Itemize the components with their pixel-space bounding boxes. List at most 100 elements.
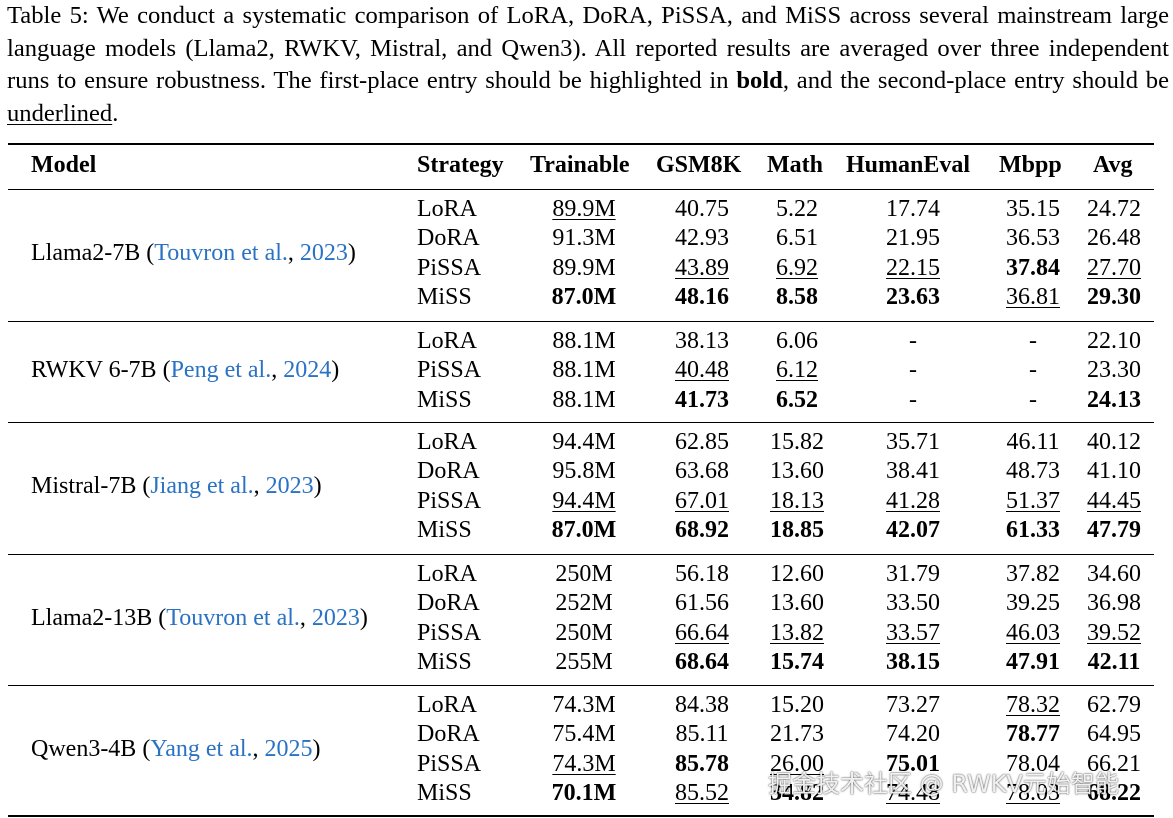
model-label: RWKV 6-7B ( xyxy=(31,357,171,384)
group-separator-rule xyxy=(8,422,1154,423)
model-name: Mistral-7B (Jiang et al., 2023) xyxy=(31,472,322,501)
header-humaneval: HumanEval xyxy=(846,152,971,178)
citation-author-link[interactable]: Yang et al. xyxy=(150,736,253,763)
citation-author-link[interactable]: Touvron et al. xyxy=(166,605,300,632)
cell-math: 18.13 xyxy=(770,487,824,514)
citation-author-link[interactable]: Peng et al. xyxy=(170,357,272,384)
caption-text-middle: , and the second-place entry should be xyxy=(782,67,1169,94)
cell-humaneval: - xyxy=(909,328,917,354)
citation-year-link[interactable]: 2023 xyxy=(299,240,348,267)
cell-trainable: 95.8M xyxy=(552,458,616,485)
cell-avg: 47.79 xyxy=(1087,516,1141,543)
cell-gsm8k: 68.92 xyxy=(675,516,729,543)
header-strategy: Strategy xyxy=(417,152,504,178)
cell-mbpp: - xyxy=(1029,357,1037,384)
cell-strategy: LoRA xyxy=(417,196,477,222)
citation-author-link[interactable]: Jiang et al. xyxy=(150,473,254,500)
cell-trainable: 250M xyxy=(555,561,613,587)
cell-mbpp: 36.81 xyxy=(1006,283,1060,310)
cell-trainable: 91.3M xyxy=(552,225,616,252)
cell-humaneval: 42.07 xyxy=(886,516,940,543)
cell-math: 15.20 xyxy=(770,692,824,718)
cell-math: 26.00 xyxy=(770,750,824,777)
cell-avg: 64.95 xyxy=(1087,721,1141,748)
cell-strategy: PiSSA xyxy=(417,487,482,514)
cell-avg: 40.12 xyxy=(1087,429,1141,455)
cell-humaneval: 31.79 xyxy=(886,561,940,587)
citation-author-link[interactable]: Touvron et al. xyxy=(154,240,288,267)
cell-avg: 36.98 xyxy=(1087,590,1141,617)
cell-avg: 44.45 xyxy=(1087,487,1141,514)
cell-avg: 39.52 xyxy=(1087,619,1141,646)
cell-math: 6.92 xyxy=(776,254,818,281)
cell-trainable: 74.3M xyxy=(552,692,616,718)
cell-strategy: MiSS xyxy=(417,283,472,310)
cell-mbpp: 37.84 xyxy=(1006,254,1060,281)
citation-separator: , xyxy=(299,605,312,632)
cell-trainable: 87.0M xyxy=(551,283,617,310)
model-label: Qwen3-4B ( xyxy=(31,736,151,763)
cell-math: 8.58 xyxy=(776,283,818,310)
model-label: Llama2-13B ( xyxy=(31,605,167,632)
citation-separator: , xyxy=(271,357,284,384)
cell-gsm8k: 48.16 xyxy=(675,283,729,310)
table-bottom-rule xyxy=(8,815,1154,817)
cell-math: 15.82 xyxy=(770,429,824,455)
cell-mbpp: 78.04 xyxy=(1006,750,1060,777)
cell-mbpp: - xyxy=(1029,328,1037,354)
cell-trainable: 88.1M xyxy=(552,357,616,384)
cell-math: 6.51 xyxy=(776,225,818,252)
citation-year-link[interactable]: 2025 xyxy=(264,736,313,763)
cell-mbpp: 39.25 xyxy=(1006,590,1060,617)
cell-math: 6.06 xyxy=(776,328,818,354)
cell-mbpp: 78.32 xyxy=(1006,692,1060,718)
cell-avg: 24.13 xyxy=(1087,386,1141,413)
citation-year-link[interactable]: 2024 xyxy=(283,357,332,384)
watermark: 掘金技术社区 @ RWKV元始智能 xyxy=(768,770,1119,798)
citation-year-link[interactable]: 2023 xyxy=(265,473,314,500)
cell-trainable: 88.1M xyxy=(552,328,616,354)
cell-mbpp: 46.11 xyxy=(1006,429,1060,455)
cell-mbpp: 37.82 xyxy=(1006,561,1060,587)
cell-avg: 29.30 xyxy=(1087,283,1141,310)
cell-math: 13.60 xyxy=(770,590,824,617)
cell-humaneval: 38.15 xyxy=(886,648,940,675)
citation-separator: , xyxy=(287,240,300,267)
cell-avg: 22.10 xyxy=(1087,328,1141,354)
cell-gsm8k: 61.56 xyxy=(675,590,729,617)
cell-mbpp: 35.15 xyxy=(1006,196,1060,222)
header-math: Math xyxy=(767,152,823,178)
model-name: RWKV 6-7B (Peng et al., 2024) xyxy=(31,356,339,385)
cell-strategy: DoRA xyxy=(417,721,480,748)
cell-humaneval: 33.50 xyxy=(886,590,940,617)
cell-gsm8k: 63.68 xyxy=(675,458,729,485)
header-avg: Avg xyxy=(1093,152,1133,178)
cell-math: 5.22 xyxy=(776,196,818,222)
header-model: Model xyxy=(31,152,97,178)
caption-text-end: . xyxy=(112,99,119,127)
cell-strategy: LoRA xyxy=(417,692,477,718)
cell-avg: 42.11 xyxy=(1087,648,1141,675)
cell-avg: 62.79 xyxy=(1087,692,1141,718)
cell-humaneval: - xyxy=(909,386,917,413)
cell-trainable: 94.4M xyxy=(552,487,616,514)
cell-mbpp: 51.37 xyxy=(1006,487,1060,514)
cell-strategy: LoRA xyxy=(417,429,477,455)
citation-close: ) xyxy=(312,736,321,763)
cell-avg: 41.10 xyxy=(1087,458,1141,485)
cell-gsm8k: 85.52 xyxy=(675,779,729,806)
cell-strategy: LoRA xyxy=(417,328,477,354)
cell-math: 18.85 xyxy=(770,516,824,543)
cell-mbpp: 61.33 xyxy=(1006,516,1060,543)
cell-math: 12.60 xyxy=(770,561,824,587)
cell-trainable: 250M xyxy=(555,619,613,646)
table-caption: Table 5: We conduct a systematic compari… xyxy=(7,0,1169,130)
cell-humaneval: 41.28 xyxy=(886,487,940,514)
citation-close: ) xyxy=(331,357,340,384)
group-separator-rule xyxy=(8,321,1154,322)
table-header-rule xyxy=(8,189,1154,190)
model-label: Llama2-7B ( xyxy=(31,240,155,267)
cell-strategy: MiSS xyxy=(417,648,472,675)
header-gsm8k: GSM8K xyxy=(656,152,742,178)
citation-year-link[interactable]: 2023 xyxy=(311,605,360,632)
